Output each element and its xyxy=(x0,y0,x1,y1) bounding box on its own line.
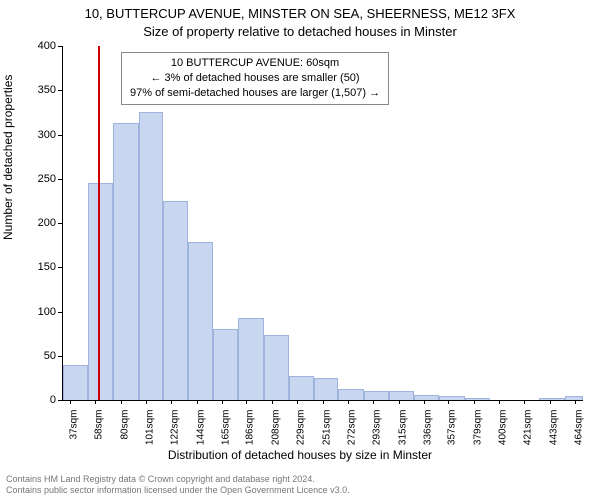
x-tick-label: 464sqm xyxy=(573,410,584,446)
x-tick-mark xyxy=(524,400,525,404)
x-tick-mark xyxy=(550,400,551,404)
histogram-bar xyxy=(213,329,238,400)
x-tick-label: 208sqm xyxy=(271,410,282,446)
x-tick-label: 293sqm xyxy=(371,410,382,446)
x-tick-label: 58sqm xyxy=(94,410,105,440)
x-tick-label: 379sqm xyxy=(473,410,484,446)
x-axis-label: Distribution of detached houses by size … xyxy=(0,448,600,462)
y-tick-mark xyxy=(58,312,62,313)
property-marker-line xyxy=(98,46,100,400)
footer-line1: Contains HM Land Registry data © Crown c… xyxy=(6,474,350,485)
y-tick-label: 0 xyxy=(26,394,56,406)
x-tick-label: 443sqm xyxy=(549,410,560,446)
histogram-bar xyxy=(139,112,164,400)
y-axis-label: Number of detached properties xyxy=(1,75,15,240)
x-tick-mark xyxy=(222,400,223,404)
histogram-bar xyxy=(163,201,188,400)
footer-line2: Contains public sector information licen… xyxy=(6,485,350,496)
histogram-bar xyxy=(264,335,289,400)
chart-title-line2: Size of property relative to detached ho… xyxy=(0,24,600,39)
histogram-bar xyxy=(113,123,139,400)
chart-container: 10, BUTTERCUP AVENUE, MINSTER ON SEA, SH… xyxy=(0,0,600,500)
x-tick-mark xyxy=(121,400,122,404)
x-tick-mark xyxy=(399,400,400,404)
x-tick-label: 272sqm xyxy=(347,410,358,446)
x-tick-label: 421sqm xyxy=(523,410,534,446)
histogram-bar xyxy=(63,365,88,400)
y-tick-mark xyxy=(58,179,62,180)
x-tick-mark xyxy=(474,400,475,404)
x-tick-mark xyxy=(575,400,576,404)
x-tick-mark xyxy=(246,400,247,404)
histogram-bar xyxy=(539,398,565,400)
x-tick-mark xyxy=(272,400,273,404)
x-tick-label: 144sqm xyxy=(195,410,206,446)
x-tick-label: 229sqm xyxy=(296,410,307,446)
chart-title-line1: 10, BUTTERCUP AVENUE, MINSTER ON SEA, SH… xyxy=(0,6,600,21)
y-tick-label: 100 xyxy=(26,306,56,318)
x-tick-mark xyxy=(323,400,324,404)
footer-attribution: Contains HM Land Registry data © Crown c… xyxy=(6,474,350,496)
y-tick-mark xyxy=(58,46,62,47)
y-tick-label: 300 xyxy=(26,129,56,141)
x-tick-mark xyxy=(424,400,425,404)
x-tick-mark xyxy=(146,400,147,404)
histogram-bar xyxy=(289,376,314,400)
y-tick-mark xyxy=(58,135,62,136)
x-tick-mark xyxy=(197,400,198,404)
histogram-bar xyxy=(414,395,439,400)
x-tick-label: 80sqm xyxy=(120,410,131,440)
plot-area: 10 BUTTERCUP AVENUE: 60sqm ← 3% of detac… xyxy=(62,46,583,401)
x-tick-mark xyxy=(95,400,96,404)
x-tick-mark xyxy=(448,400,449,404)
histogram-bar xyxy=(338,389,364,400)
histogram-bar xyxy=(439,396,465,400)
x-tick-label: 400sqm xyxy=(498,410,509,446)
x-tick-label: 251sqm xyxy=(322,410,333,446)
x-tick-mark xyxy=(499,400,500,404)
y-tick-label: 50 xyxy=(26,350,56,362)
histogram-bar xyxy=(465,398,490,400)
x-tick-label: 357sqm xyxy=(447,410,458,446)
x-tick-label: 37sqm xyxy=(69,410,80,440)
histogram-bar xyxy=(364,391,389,400)
histogram-bar xyxy=(238,318,264,400)
x-tick-label: 165sqm xyxy=(220,410,231,446)
x-tick-mark xyxy=(70,400,71,404)
x-tick-mark xyxy=(297,400,298,404)
x-tick-label: 315sqm xyxy=(397,410,408,446)
y-tick-mark xyxy=(58,400,62,401)
annotation-box: 10 BUTTERCUP AVENUE: 60sqm ← 3% of detac… xyxy=(121,52,389,105)
x-tick-mark xyxy=(348,400,349,404)
x-tick-label: 101sqm xyxy=(144,410,155,446)
annotation-line2: ← 3% of detached houses are smaller (50) xyxy=(130,71,380,86)
histogram-bar xyxy=(314,378,339,400)
y-tick-label: 200 xyxy=(26,217,56,229)
y-tick-mark xyxy=(58,90,62,91)
y-tick-mark xyxy=(58,356,62,357)
x-tick-mark xyxy=(171,400,172,404)
y-tick-mark xyxy=(58,223,62,224)
histogram-bar xyxy=(389,391,414,400)
annotation-line1: 10 BUTTERCUP AVENUE: 60sqm xyxy=(130,56,380,71)
y-tick-label: 250 xyxy=(26,173,56,185)
histogram-bar xyxy=(188,242,213,400)
x-tick-mark xyxy=(373,400,374,404)
y-tick-label: 150 xyxy=(26,261,56,273)
x-tick-label: 186sqm xyxy=(245,410,256,446)
y-tick-mark xyxy=(58,267,62,268)
y-tick-label: 350 xyxy=(26,84,56,96)
x-tick-label: 122sqm xyxy=(169,410,180,446)
annotation-line3: 97% of semi-detached houses are larger (… xyxy=(130,86,380,101)
x-tick-label: 336sqm xyxy=(422,410,433,446)
y-tick-label: 400 xyxy=(26,40,56,52)
